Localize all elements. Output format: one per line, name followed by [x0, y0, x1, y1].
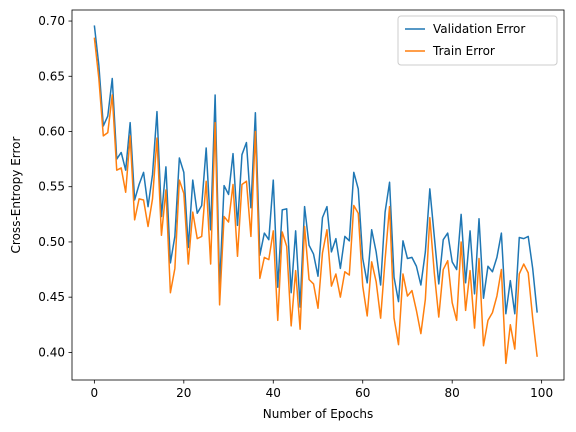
- y-tick-label-1: 0.45: [38, 290, 65, 304]
- x-tick-label-0: 0: [91, 386, 99, 400]
- y-axis-label: Cross-Entropy Error: [9, 136, 23, 253]
- legend: Validation Error Train Error: [398, 16, 557, 65]
- y-tick-label-2: 0.50: [38, 235, 65, 249]
- x-tick-label-2: 40: [266, 386, 281, 400]
- y-tick-label-5: 0.65: [38, 69, 65, 83]
- x-tick-label-5: 100: [530, 386, 553, 400]
- y-tick-label-0: 0.40: [38, 345, 65, 359]
- legend-label-0: Validation Error: [433, 22, 525, 36]
- legend-label-1: Train Error: [432, 44, 495, 58]
- x-tick-label-1: 20: [176, 386, 191, 400]
- y-tick-label-4: 0.60: [38, 124, 65, 138]
- x-tick-label-3: 60: [355, 386, 370, 400]
- y-tick-label-3: 0.55: [38, 180, 65, 194]
- y-tick-label-6: 0.70: [38, 14, 65, 28]
- x-tick-label-4: 80: [445, 386, 460, 400]
- x-axis-label: Number of Epochs: [263, 407, 373, 421]
